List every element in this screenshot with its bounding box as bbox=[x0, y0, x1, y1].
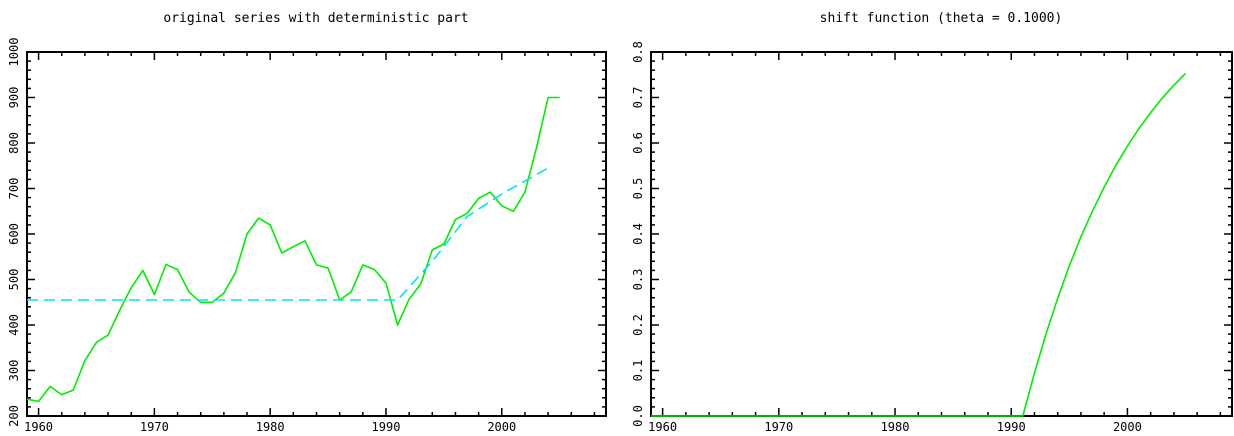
y-tick-label: 0.0 bbox=[631, 405, 645, 427]
y-tick-label: 600 bbox=[7, 223, 21, 245]
x-tick-label: 1980 bbox=[881, 420, 910, 434]
y-tick-label: 0.6 bbox=[631, 132, 645, 154]
y-tick-label: 300 bbox=[7, 360, 21, 382]
chart-panel-1: original series with deterministic part 1… bbox=[7, 11, 607, 434]
x-tick-label: 1970 bbox=[140, 420, 169, 434]
series-line bbox=[651, 72, 1187, 417]
y-tick-label: 800 bbox=[7, 132, 21, 154]
y-tick-label: 0.1 bbox=[631, 360, 645, 382]
y-tick-label: 0.7 bbox=[631, 87, 645, 109]
y-tick-label: 1000 bbox=[7, 38, 21, 67]
y-tick-label: 500 bbox=[7, 269, 21, 291]
chart-title: original series with deterministic part bbox=[163, 11, 468, 26]
x-tick-label: 1960 bbox=[24, 420, 53, 434]
x-tick-label: 1980 bbox=[256, 420, 285, 434]
series-line bbox=[26, 96, 560, 403]
plot-frame bbox=[26, 51, 607, 417]
x-tick-label: 2000 bbox=[487, 420, 516, 434]
x-tick-label: 1990 bbox=[997, 420, 1026, 434]
chart-title: shift function (theta = 0.1000) bbox=[820, 11, 1063, 26]
y-tick-label: 400 bbox=[7, 314, 21, 336]
y-tick-label: 200 bbox=[7, 405, 21, 427]
x-tick-label: 1970 bbox=[764, 420, 793, 434]
x-tick-label: 1990 bbox=[372, 420, 401, 434]
plot-frame bbox=[650, 51, 1233, 417]
y-tick-label: 0.5 bbox=[631, 178, 645, 200]
y-tick-label: 700 bbox=[7, 178, 21, 200]
y-tick-label: 0.4 bbox=[631, 223, 645, 245]
y-tick-label: 900 bbox=[7, 87, 21, 109]
deterministic-part-line bbox=[27, 167, 549, 301]
y-tick-label: 0.8 bbox=[631, 41, 645, 63]
x-tick-label: 1960 bbox=[648, 420, 677, 434]
y-tick-label: 0.2 bbox=[631, 314, 645, 336]
chart-panel-2: shift function (theta = 0.1000) 1960 1970 1… bbox=[631, 11, 1233, 434]
y-tick-label: 0.3 bbox=[631, 269, 645, 291]
x-tick-label: 2000 bbox=[1113, 420, 1142, 434]
